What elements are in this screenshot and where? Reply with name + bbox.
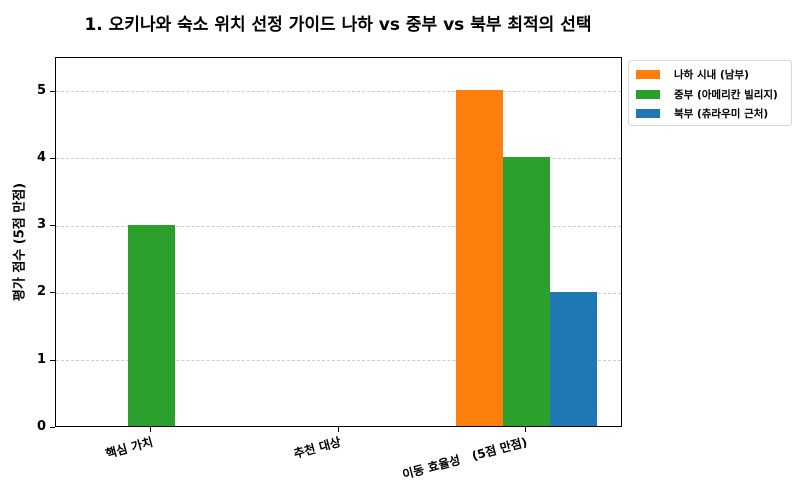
x-tick-1 (338, 427, 339, 432)
legend-label-naha: 나하 시내 (남부) (674, 68, 749, 81)
y-tick-2 (50, 292, 55, 293)
y-tick-label-2: 2 (36, 284, 46, 299)
x-tick-label-core-value: 핵심 가치 (103, 434, 155, 461)
x-tick-label-recommended: 추천 대상 (291, 434, 343, 461)
y-tick-label-1: 1 (36, 352, 46, 367)
bar-mobility-naha (456, 90, 503, 426)
x-tick-2 (525, 427, 526, 432)
legend: 나하 시내 (남부) 중부 (아메리칸 빌리지) 북부 (츄라우미 근처) (628, 60, 792, 126)
legend-item-north: 북부 (츄라우미 근처) (636, 106, 768, 120)
gridline-4 (56, 158, 621, 159)
y-tick-label-5: 5 (36, 83, 46, 98)
y-tick-4 (50, 158, 55, 159)
y-axis-title: 평가 점수 (5점 만점) (12, 182, 28, 302)
bar-mobility-central (503, 157, 550, 426)
bar-core-value-central (128, 225, 175, 426)
gridline-1 (56, 360, 621, 361)
legend-item-naha: 나하 시내 (남부) (636, 67, 749, 81)
chart-title: 1. 오키나와 숙소 위치 선정 가이드 나하 vs 중부 vs 북부 최적의 … (84, 15, 592, 35)
gridline-5 (56, 91, 621, 92)
legend-label-north: 북부 (츄라우미 근처) (674, 107, 769, 120)
legend-swatch-central (636, 89, 660, 99)
y-tick-1 (50, 360, 55, 361)
legend-item-central: 중부 (아메리칸 빌리지) (636, 87, 778, 101)
y-tick-0 (50, 427, 55, 428)
y-tick-3 (50, 225, 55, 226)
legend-swatch-naha (636, 69, 660, 79)
legend-swatch-north (636, 108, 660, 118)
gridline-3 (56, 226, 621, 227)
legend-label-central: 중부 (아메리칸 빌리지) (674, 88, 778, 101)
plot-area (55, 57, 622, 427)
x-tick-label-mobility: 이동 효율성 (5점 만점) (401, 434, 530, 482)
y-tick-label-4: 4 (36, 150, 46, 165)
bar-mobility-north (550, 292, 597, 426)
gridline-2 (56, 293, 621, 294)
y-tick-label-3: 3 (36, 217, 46, 232)
x-tick-0 (150, 427, 151, 432)
y-tick-label-0: 0 (36, 419, 46, 434)
y-tick-5 (50, 91, 55, 92)
